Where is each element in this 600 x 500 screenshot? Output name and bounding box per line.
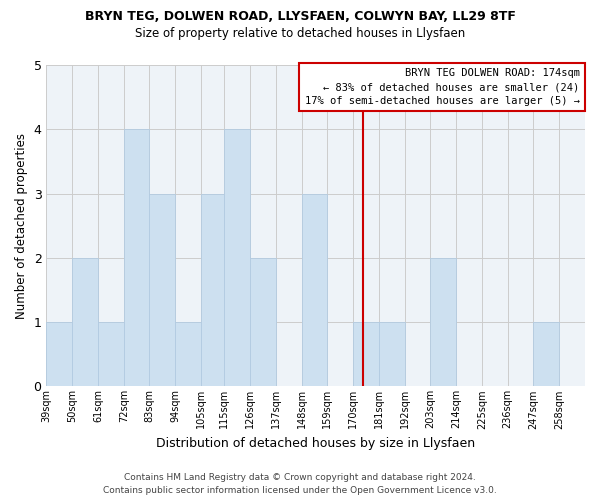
Bar <box>250 258 276 386</box>
Y-axis label: Number of detached properties: Number of detached properties <box>15 132 28 318</box>
Bar <box>201 194 224 386</box>
Text: Contains HM Land Registry data © Crown copyright and database right 2024.
Contai: Contains HM Land Registry data © Crown c… <box>103 474 497 495</box>
Bar <box>175 322 201 386</box>
Bar <box>379 322 404 386</box>
Bar <box>302 194 328 386</box>
Bar <box>224 130 250 386</box>
Bar <box>430 258 456 386</box>
Bar <box>46 322 72 386</box>
Bar <box>353 322 379 386</box>
Bar <box>124 130 149 386</box>
Text: BRYN TEG DOLWEN ROAD: 174sqm
← 83% of detached houses are smaller (24)
17% of se: BRYN TEG DOLWEN ROAD: 174sqm ← 83% of de… <box>305 68 580 106</box>
Bar <box>72 258 98 386</box>
Text: BRYN TEG, DOLWEN ROAD, LLYSFAEN, COLWYN BAY, LL29 8TF: BRYN TEG, DOLWEN ROAD, LLYSFAEN, COLWYN … <box>85 10 515 23</box>
Text: Size of property relative to detached houses in Llysfaen: Size of property relative to detached ho… <box>135 28 465 40</box>
Bar <box>98 322 124 386</box>
X-axis label: Distribution of detached houses by size in Llysfaen: Distribution of detached houses by size … <box>156 437 475 450</box>
Bar <box>533 322 559 386</box>
Bar <box>149 194 175 386</box>
